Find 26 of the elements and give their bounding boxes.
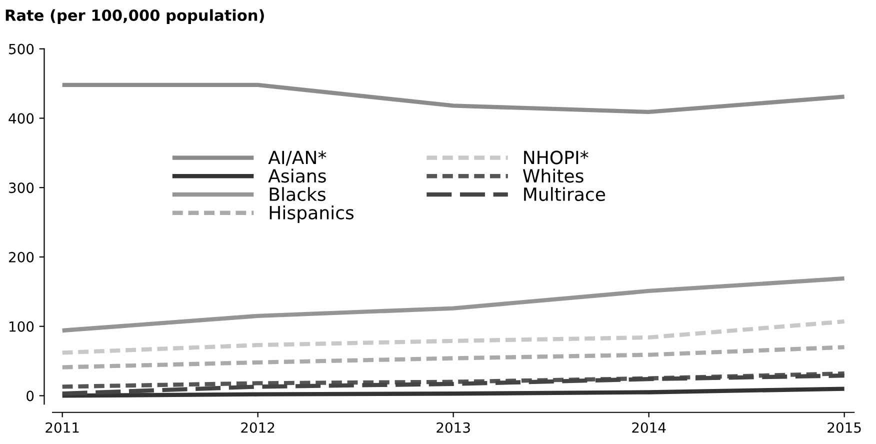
line-series xyxy=(60,82,846,114)
legend-label: Hispanics xyxy=(270,205,354,223)
y-tick-label: 500 xyxy=(9,44,34,54)
y-tick-label: 100 xyxy=(10,321,34,332)
line-series xyxy=(60,386,846,398)
y-tick-label: 400 xyxy=(8,113,34,124)
line-series xyxy=(60,276,846,333)
legend-label: Whites xyxy=(522,168,584,183)
y-tick-label: 0 xyxy=(26,390,34,402)
legend-label: AI/AN* xyxy=(268,150,326,166)
y-tick-label: 200 xyxy=(9,252,34,262)
line-series xyxy=(60,371,846,389)
legend-label: NHOPI* xyxy=(524,150,588,164)
y-tick-label: 300 xyxy=(9,182,34,194)
line-series xyxy=(60,374,846,396)
line-series xyxy=(60,319,846,355)
legend-label: Asians xyxy=(268,168,326,183)
x-tick-label: 2015 xyxy=(828,422,861,433)
x-tick-label: 2013 xyxy=(436,422,470,433)
legend-label: Multirace xyxy=(524,187,606,202)
x-tick-label: 2011 xyxy=(46,422,79,433)
line-series xyxy=(60,345,846,370)
x-tick-label: 2014 xyxy=(632,422,666,433)
y-axis-title: Rate (per 100,000 population) xyxy=(6,9,264,24)
x-tick-label: 2012 xyxy=(241,422,274,433)
legend-label: Blacks xyxy=(270,187,326,202)
